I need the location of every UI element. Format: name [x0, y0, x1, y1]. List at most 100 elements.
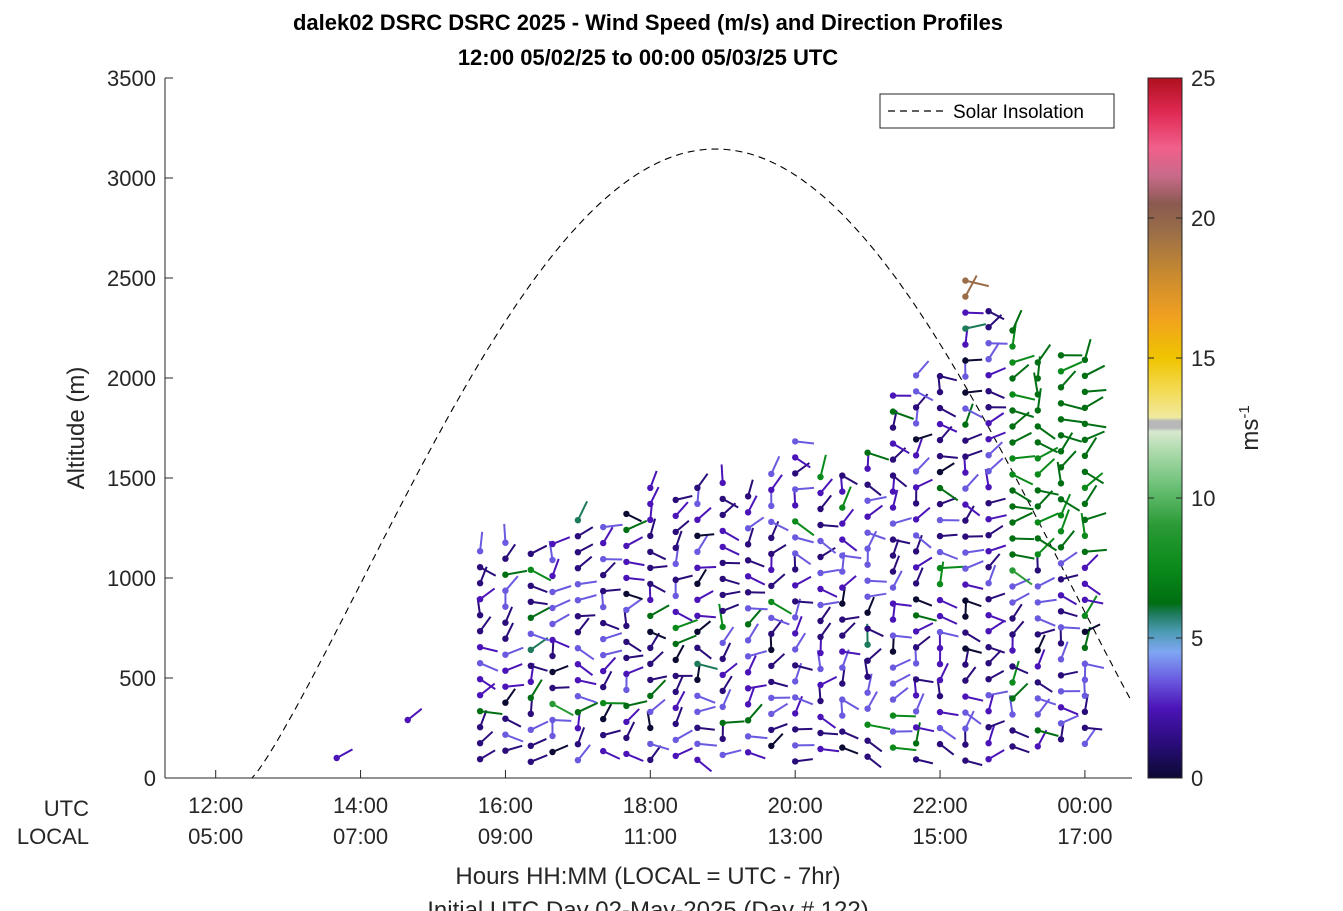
wind-barb-dot: [694, 724, 701, 731]
wind-barb-dot: [719, 559, 726, 567]
solar-insolation-line: [165, 148, 1133, 779]
wind-barb-dot: [912, 404, 920, 411]
wind-barb-dot: [574, 661, 582, 668]
wind-barb-dot: [936, 436, 944, 444]
wind-barb-dot: [889, 568, 897, 575]
wind-barb: [1009, 354, 1035, 366]
wind-barb: [792, 598, 814, 605]
wind-barb-shaft: [479, 662, 499, 672]
wind-barb-dot: [1034, 535, 1042, 542]
wind-barb: [936, 662, 949, 684]
wind-barb-dot: [768, 470, 775, 478]
wind-barb: [985, 690, 1008, 699]
wind-barb-dot: [817, 505, 824, 513]
wind-barb-dot: [574, 741, 582, 748]
x-tick-label-local: 05:00: [188, 824, 243, 849]
wind-barb-shaft: [820, 568, 840, 574]
wind-barb-shaft: [770, 616, 790, 626]
wind-barb-dot: [1009, 695, 1016, 702]
wind-barb: [672, 672, 693, 680]
wind-barb-dot: [1057, 528, 1065, 535]
wind-barb-dot: [1057, 592, 1065, 599]
wind-barb-dot: [719, 703, 726, 711]
wind-barb: [527, 566, 552, 582]
wind-barb-dot: [839, 568, 846, 575]
wind-barb-dot: [1034, 679, 1042, 686]
wind-barb: [889, 536, 911, 545]
wind-barb: [962, 666, 977, 684]
wind-barb-dot: [719, 495, 726, 503]
wind-barb-dot: [1057, 624, 1065, 631]
wind-barb: [527, 662, 548, 672]
wind-barb: [719, 603, 740, 615]
wind-barb-dot: [476, 564, 484, 571]
wind-barb: [864, 504, 884, 520]
wind-barb-dot: [672, 640, 679, 648]
wind-barb-dot: [936, 420, 944, 428]
wind-barb-dot: [476, 596, 484, 603]
wind-barb-shaft: [747, 623, 759, 641]
wind-barb: [864, 496, 887, 504]
wind-barb-shaft: [964, 711, 982, 725]
wind-barb-dot: [1081, 724, 1089, 731]
wind-barb-shaft: [697, 662, 718, 670]
wind-barb-dot: [985, 436, 992, 443]
wind-barb: [768, 573, 786, 590]
wind-barb-dot: [719, 751, 726, 759]
wind-barb-dot: [912, 692, 920, 699]
wind-barb-shaft: [987, 457, 1004, 472]
wind-barb-dot: [672, 544, 679, 552]
wind-barb-dot: [936, 532, 944, 540]
wind-barb-shaft: [1060, 530, 1075, 548]
wind-barb-dot: [647, 612, 654, 620]
wind-barb-dot: [817, 633, 824, 641]
wind-barb-dot: [962, 693, 969, 700]
wind-barb: [694, 612, 716, 619]
wind-barb-shaft: [552, 585, 572, 593]
wind-barb-shaft: [964, 710, 975, 730]
wind-barb-dot: [792, 518, 799, 525]
wind-barb: [574, 526, 594, 540]
wind-barb: [527, 737, 547, 749]
wind-barb: [912, 724, 935, 733]
wind-barb-dot: [985, 548, 992, 555]
wind-barb-dot: [1057, 432, 1065, 439]
wind-barb: [889, 673, 911, 687]
wind-barb-shaft: [867, 723, 891, 730]
wind-barb: [936, 484, 959, 502]
wind-barb: [1034, 634, 1046, 654]
wind-barb: [672, 495, 693, 504]
x-tick-label-utc: 12:00: [188, 793, 243, 818]
wind-barb-dot: [574, 613, 582, 620]
wind-barb: [768, 694, 791, 702]
wind-barb: [1081, 388, 1107, 395]
wind-barb-dot: [476, 660, 484, 667]
wind-barb-shaft: [577, 744, 591, 761]
wind-barb-dot: [864, 609, 871, 616]
wind-barb: [962, 548, 985, 556]
wind-barb-dot: [1034, 615, 1042, 622]
wind-barb: [889, 555, 901, 575]
wind-barb-dot: [936, 596, 944, 604]
wind-barb-dot: [1009, 743, 1016, 750]
wind-barb: [864, 648, 882, 664]
wind-barb-dot: [672, 688, 679, 696]
wind-barb-shaft: [552, 599, 571, 609]
wind-barb: [1056, 461, 1065, 487]
wind-barb-shaft: [1011, 309, 1023, 331]
wind-barb-dot: [864, 593, 871, 600]
wind-barb-shaft: [625, 519, 648, 531]
wind-barb-dot: [839, 648, 846, 655]
wind-barb-dot: [623, 654, 630, 662]
wind-barb-dot: [792, 438, 799, 445]
wind-barb-dot: [792, 550, 799, 557]
wind-barb: [985, 388, 1005, 400]
wind-barb: [744, 527, 755, 548]
wind-barb-dot: [792, 454, 799, 461]
wind-barb-dot: [839, 552, 846, 559]
wind-barb: [768, 619, 783, 638]
wind-barb: [1081, 660, 1105, 669]
wind-barb: [744, 516, 765, 532]
wind-barb-dot: [647, 500, 654, 508]
wind-barb: [1057, 670, 1079, 679]
